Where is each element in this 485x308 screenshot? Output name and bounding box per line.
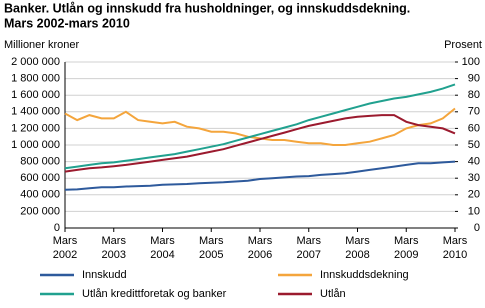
y2-tick-label: 60 <box>468 122 480 134</box>
y-tick-label: 600 000 <box>20 172 60 184</box>
x-tick-month: Mars <box>150 235 175 247</box>
legend-label: Innskudd <box>82 269 127 281</box>
y-tick-label: 1 000 000 <box>11 139 60 151</box>
x-tick-year: 2003 <box>102 249 126 261</box>
x-tick-month: Mars <box>394 235 419 247</box>
y-tick-label: 0 <box>54 222 60 234</box>
x-tick-month: Mars <box>199 235 224 247</box>
series-line <box>64 83 456 170</box>
y2-tick-label: 100 <box>462 56 480 68</box>
y-tick-label: 1 400 000 <box>11 106 60 118</box>
y2-tick-label: 20 <box>468 189 480 201</box>
x-tick-month: Mars <box>297 235 322 247</box>
y2-tick-label: 80 <box>468 89 480 101</box>
series-line <box>64 160 456 191</box>
x-tick-year: 2007 <box>297 249 321 261</box>
legend-label: Utlån kredittforetak og banker <box>82 288 227 300</box>
y-tick-label: 1 200 000 <box>11 122 60 134</box>
x-tick-year: 2002 <box>53 249 77 261</box>
y-axis-label: Millioner kroner <box>4 39 80 51</box>
y2-tick-label: 30 <box>468 172 480 184</box>
y-tick-label: 200 000 <box>20 205 60 217</box>
x-tick-year: 2004 <box>150 249 174 261</box>
y-tick-label: 800 000 <box>20 156 60 168</box>
x-tick-year: 2006 <box>248 249 272 261</box>
y2-axis-label: Prosent <box>444 39 482 51</box>
x-tick-month: Mars <box>345 235 370 247</box>
legend-label: Innskuddsdekning <box>320 269 409 281</box>
chart-title: Banker. Utlån og innskudd fra husholdnin… <box>4 1 410 15</box>
y2-tick-label: 90 <box>468 73 480 85</box>
y2-tick-label: 50 <box>468 139 480 151</box>
y-tick-label: 400 000 <box>20 189 60 201</box>
x-tick-year: 2009 <box>394 249 418 261</box>
chart-subtitle: Mars 2002-mars 2010 <box>4 16 130 30</box>
y2-tick-label: 10 <box>468 205 480 217</box>
x-tick-year: 2005 <box>199 249 223 261</box>
series-line <box>64 114 456 173</box>
y2-tick-label: 0 <box>474 222 480 234</box>
x-tick-month: Mars <box>53 235 78 247</box>
y-tick-label: 2 000 000 <box>11 56 60 68</box>
x-tick-month: Mars <box>248 235 273 247</box>
x-tick-year: 2008 <box>345 249 369 261</box>
x-tick-year: 2010 <box>443 249 467 261</box>
x-tick-month: Mars <box>102 235 127 247</box>
y2-tick-label: 70 <box>468 106 480 118</box>
legend-label: Utlån <box>320 288 346 300</box>
y-tick-label: 1 800 000 <box>11 73 60 85</box>
x-tick-month: Mars <box>443 235 468 247</box>
y2-tick-label: 40 <box>468 156 480 168</box>
y-tick-label: 1 600 000 <box>11 89 60 101</box>
